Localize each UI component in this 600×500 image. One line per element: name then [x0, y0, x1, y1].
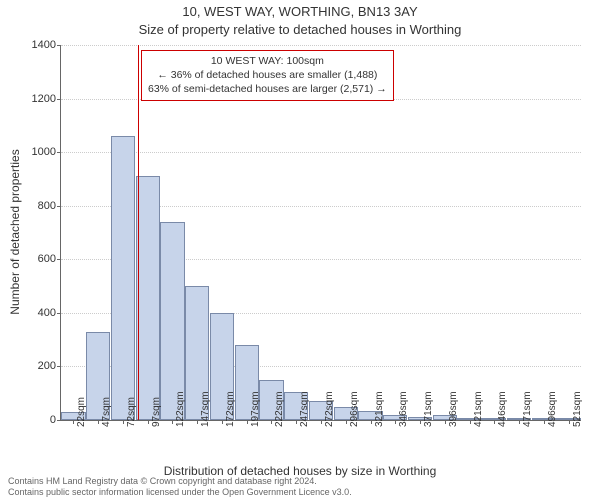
xtick-label: 371sqm: [423, 391, 434, 427]
xtick-mark: [172, 420, 173, 424]
ytick-label: 400: [16, 307, 56, 319]
footer-attribution: Contains HM Land Registry data © Crown c…: [8, 476, 352, 498]
xtick-label: 321sqm: [374, 391, 385, 427]
xtick-label: 396sqm: [448, 391, 459, 427]
ytick-mark: [57, 313, 61, 314]
xtick-mark: [222, 420, 223, 424]
xtick-label: 72sqm: [126, 397, 137, 427]
xtick-mark: [271, 420, 272, 424]
ytick-label: 800: [16, 200, 56, 212]
chart-title-line2: Size of property relative to detached ho…: [0, 22, 600, 37]
ytick-label: 1200: [16, 93, 56, 105]
xtick-mark: [73, 420, 74, 424]
chart-title-line1: 10, WEST WAY, WORTHING, BN13 3AY: [0, 4, 600, 19]
xtick-mark: [123, 420, 124, 424]
histogram-bar: [160, 222, 184, 420]
xtick-mark: [148, 420, 149, 424]
xtick-label: 346sqm: [398, 391, 409, 427]
chart-container: 10, WEST WAY, WORTHING, BN13 3AY Size of…: [0, 0, 600, 500]
annotation-line: 10 WEST WAY: 100sqm: [148, 54, 387, 68]
ytick-mark: [57, 259, 61, 260]
annotation-box: 10 WEST WAY: 100sqm ← 36% of detached ho…: [141, 50, 394, 101]
annotation-line: 63% of semi-detached houses are larger (…: [148, 82, 387, 96]
ytick-label: 1000: [16, 146, 56, 158]
annotation-line: ← 36% of detached houses are smaller (1,…: [148, 68, 387, 82]
ytick-mark: [57, 152, 61, 153]
xtick-mark: [494, 420, 495, 424]
xtick-mark: [98, 420, 99, 424]
xtick-mark: [395, 420, 396, 424]
xtick-label: 446sqm: [497, 391, 508, 427]
xtick-label: 122sqm: [175, 391, 186, 427]
xtick-mark: [321, 420, 322, 424]
xtick-label: 296sqm: [349, 391, 360, 427]
ytick-mark: [57, 99, 61, 100]
xtick-mark: [197, 420, 198, 424]
xtick-mark: [470, 420, 471, 424]
y-axis-label: Number of detached properties: [8, 149, 22, 314]
xtick-label: 521sqm: [572, 391, 583, 427]
xtick-label: 496sqm: [547, 391, 558, 427]
ytick-mark: [57, 420, 61, 421]
xtick-mark: [544, 420, 545, 424]
xtick-label: 47sqm: [101, 397, 112, 427]
xtick-mark: [247, 420, 248, 424]
ytick-label: 600: [16, 253, 56, 265]
ytick-mark: [57, 45, 61, 46]
xtick-mark: [569, 420, 570, 424]
xtick-label: 222sqm: [274, 391, 285, 427]
footer-line: Contains public sector information licen…: [8, 487, 352, 498]
ytick-mark: [57, 366, 61, 367]
reference-line: [138, 45, 139, 420]
xtick-label: 172sqm: [225, 391, 236, 427]
xtick-mark: [371, 420, 372, 424]
xtick-label: 22sqm: [76, 397, 87, 427]
ytick-mark: [57, 206, 61, 207]
footer-line: Contains HM Land Registry data © Crown c…: [8, 476, 352, 487]
xtick-mark: [296, 420, 297, 424]
xtick-label: 247sqm: [299, 391, 310, 427]
xtick-label: 272sqm: [324, 391, 335, 427]
ytick-label: 0: [16, 414, 56, 426]
xtick-mark: [445, 420, 446, 424]
xtick-label: 421sqm: [473, 391, 484, 427]
xtick-label: 471sqm: [522, 391, 533, 427]
ytick-label: 200: [16, 360, 56, 372]
ytick-label: 1400: [16, 39, 56, 51]
histogram-bar: [111, 136, 135, 420]
xtick-mark: [420, 420, 421, 424]
xtick-label: 97sqm: [151, 397, 162, 427]
plot-area: 10 WEST WAY: 100sqm ← 36% of detached ho…: [60, 45, 581, 421]
xtick-label: 147sqm: [200, 391, 211, 427]
xtick-label: 197sqm: [250, 391, 261, 427]
xtick-mark: [519, 420, 520, 424]
xtick-mark: [346, 420, 347, 424]
